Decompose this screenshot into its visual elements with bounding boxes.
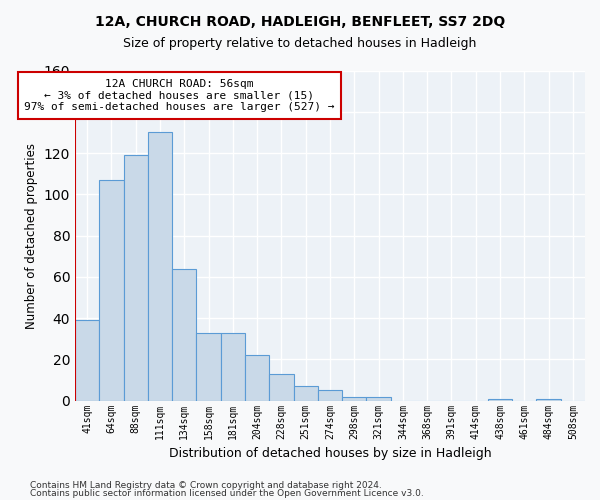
Text: 12A, CHURCH ROAD, HADLEIGH, BENFLEET, SS7 2DQ: 12A, CHURCH ROAD, HADLEIGH, BENFLEET, SS… xyxy=(95,15,505,29)
Text: Contains HM Land Registry data © Crown copyright and database right 2024.: Contains HM Land Registry data © Crown c… xyxy=(30,480,382,490)
Text: Size of property relative to detached houses in Hadleigh: Size of property relative to detached ho… xyxy=(124,38,476,51)
Bar xyxy=(172,268,196,400)
Bar xyxy=(318,390,342,400)
Bar xyxy=(245,355,269,401)
Bar xyxy=(148,132,172,400)
Bar xyxy=(221,332,245,400)
Bar xyxy=(75,320,100,400)
Bar xyxy=(124,155,148,400)
Bar xyxy=(488,398,512,400)
Text: Contains public sector information licensed under the Open Government Licence v3: Contains public sector information licen… xyxy=(30,489,424,498)
Bar xyxy=(536,398,561,400)
Text: 12A CHURCH ROAD: 56sqm
← 3% of detached houses are smaller (15)
97% of semi-deta: 12A CHURCH ROAD: 56sqm ← 3% of detached … xyxy=(24,79,335,112)
Bar xyxy=(196,332,221,400)
Bar xyxy=(100,180,124,400)
X-axis label: Distribution of detached houses by size in Hadleigh: Distribution of detached houses by size … xyxy=(169,447,491,460)
Bar xyxy=(367,396,391,400)
Bar xyxy=(293,386,318,400)
Y-axis label: Number of detached properties: Number of detached properties xyxy=(25,142,38,328)
Bar xyxy=(269,374,293,400)
Bar xyxy=(342,396,367,400)
